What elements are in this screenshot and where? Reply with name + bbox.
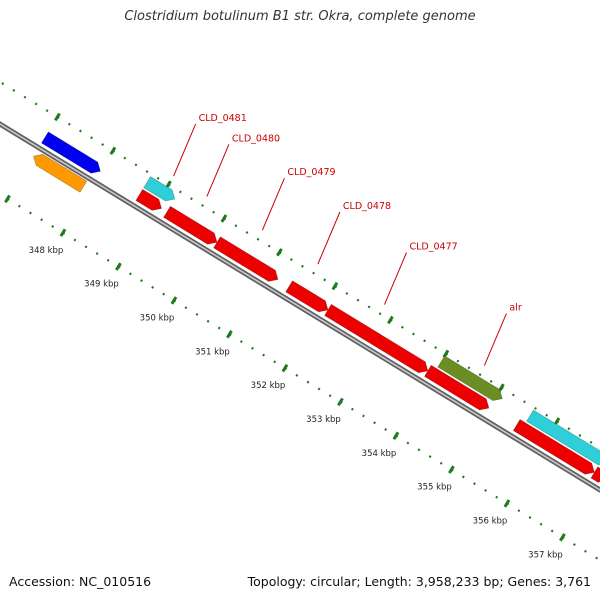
scale-label: 349 kbp <box>84 280 119 290</box>
gene-label[interactable]: alr <box>509 303 521 314</box>
major-tick <box>337 397 344 407</box>
major-tick <box>226 330 233 339</box>
gene-arrow-red[interactable] <box>163 205 218 245</box>
label-leader <box>206 144 230 197</box>
major-tick <box>498 383 505 392</box>
gene-arrow-cyan[interactable] <box>143 176 176 202</box>
scale-label: 354 kbp <box>362 449 397 459</box>
major-tick <box>115 262 122 271</box>
major-tick <box>387 315 394 325</box>
label-leader <box>483 313 507 366</box>
gene-label[interactable]: CLD_0477 <box>410 242 458 253</box>
scale-label: 352 kbp <box>251 381 286 391</box>
major-tick <box>276 248 283 257</box>
gene-label[interactable]: CLD_0478 <box>343 201 391 212</box>
gene-arrow-olive[interactable] <box>437 355 503 402</box>
genome-summary-text: Topology: circular; Length: 3,958,233 bp… <box>247 574 591 589</box>
label-leader <box>317 211 341 265</box>
gene-label[interactable]: CLD_0480 <box>232 133 280 144</box>
scale-label: 348 kbp <box>29 246 64 256</box>
label-leader <box>384 252 407 305</box>
major-tick <box>281 363 289 373</box>
map-title: Clostridium botulinum B1 str. Okra, comp… <box>124 9 476 24</box>
backbone <box>0 123 600 491</box>
scale-label: 356 kbp <box>473 517 508 527</box>
gene-label[interactable]: CLD_0479 <box>287 167 335 178</box>
scale-label: 355 kbp <box>417 483 452 493</box>
gene-arrow-red[interactable] <box>423 364 490 411</box>
accession-text: Accession: NC_010516 <box>9 574 152 589</box>
major-tick <box>59 228 67 237</box>
gene-arrow-cyan[interactable] <box>526 409 600 466</box>
inner-tick-row <box>0 193 600 562</box>
major-tick <box>448 465 455 474</box>
scale-label: 357 kbp <box>528 550 563 560</box>
scale-label: 350 kbp <box>140 314 175 324</box>
major-tick <box>170 296 178 305</box>
major-tick <box>392 431 400 440</box>
scale-label: 351 kbp <box>195 347 230 357</box>
label-leader <box>261 178 285 231</box>
scale-label: 353 kbp <box>306 415 341 425</box>
gene-arrow-red[interactable] <box>324 303 429 374</box>
outer-tick-row <box>0 80 600 450</box>
gene-arrow-red[interactable] <box>512 418 595 475</box>
major-tick <box>4 194 11 204</box>
label-leader <box>173 123 197 177</box>
gene-arrow-red[interactable] <box>135 188 163 211</box>
gene-arrow-red[interactable] <box>285 280 329 313</box>
major-tick <box>559 533 566 542</box>
major-tick <box>54 112 61 122</box>
major-tick <box>331 281 339 291</box>
gene-label[interactable]: CLD_0481 <box>199 113 247 124</box>
major-tick <box>503 499 511 508</box>
gene-arrow-red[interactable] <box>590 466 600 483</box>
major-tick <box>220 214 228 223</box>
gene-arrow-blue[interactable] <box>40 131 101 174</box>
major-tick <box>109 146 117 155</box>
gene-arrow-orange[interactable] <box>32 153 88 193</box>
gene-arrow-red[interactable] <box>213 236 279 282</box>
